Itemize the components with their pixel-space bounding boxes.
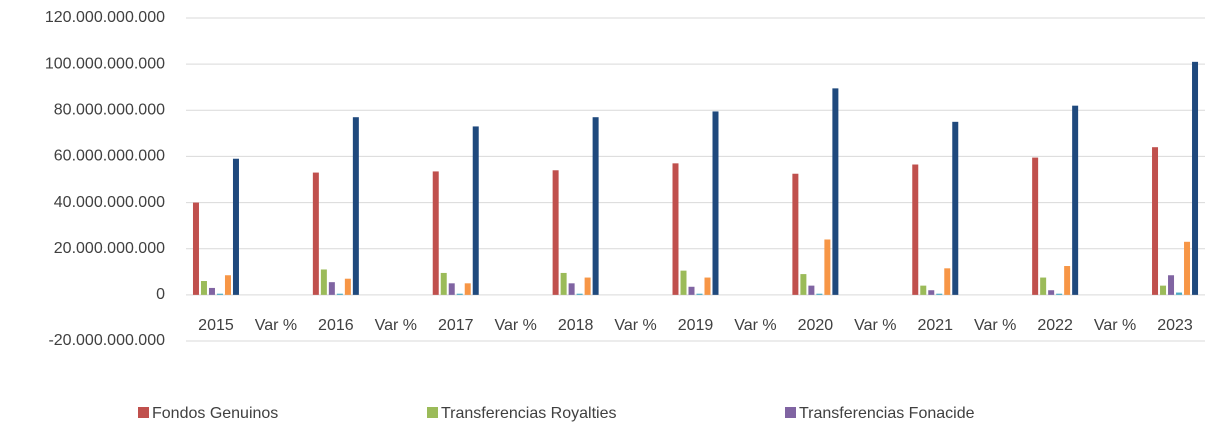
x-tick-label: Var %	[614, 317, 656, 334]
bar	[920, 285, 927, 295]
legend-swatch	[427, 407, 438, 418]
bar	[912, 164, 919, 295]
bar	[1056, 293, 1063, 295]
x-tick-label: 2023	[1157, 317, 1193, 334]
bar	[552, 170, 559, 295]
x-tick-label: Var %	[854, 317, 896, 334]
bar	[1168, 275, 1175, 295]
x-tick-label: Var %	[255, 317, 297, 334]
bar	[456, 293, 463, 295]
bar	[440, 272, 447, 295]
bar	[1048, 290, 1055, 295]
bar	[1072, 105, 1079, 295]
bar	[792, 173, 799, 295]
y-tick-label: 40.000.000.000	[54, 194, 165, 211]
legend-label: Transferencias Fonacide	[799, 405, 975, 422]
bar	[928, 290, 935, 295]
bar	[336, 293, 343, 295]
legend-swatch	[138, 407, 149, 418]
x-tick-label: Var %	[1094, 317, 1136, 334]
legend-swatch	[785, 407, 796, 418]
y-tick-label: 80.000.000.000	[54, 102, 165, 119]
x-tick-label: 2018	[558, 317, 594, 334]
y-tick-label: -20.000.000.000	[48, 332, 165, 349]
x-tick-label: Var %	[974, 317, 1016, 334]
bar	[704, 277, 711, 295]
bar	[816, 293, 823, 295]
legend-label: Transferencias Royalties	[441, 405, 616, 422]
bar	[232, 158, 239, 295]
bar	[1040, 277, 1047, 295]
bar	[200, 281, 207, 295]
bar	[432, 171, 439, 295]
x-tick-label: 2022	[1037, 317, 1073, 334]
bar	[576, 293, 583, 295]
bar	[592, 117, 599, 295]
bar	[584, 277, 591, 295]
bar	[448, 283, 455, 295]
bar	[944, 268, 951, 295]
x-tick-label: 2017	[438, 317, 474, 334]
bar	[712, 111, 719, 295]
bar	[672, 163, 679, 295]
bar	[192, 202, 199, 295]
bar	[216, 293, 223, 295]
x-tick-label: Var %	[375, 317, 417, 334]
y-tick-label: 100.000.000.000	[45, 55, 165, 72]
x-tick-label: 2016	[318, 317, 354, 334]
bar	[952, 121, 959, 295]
bar	[688, 286, 695, 295]
bar	[568, 283, 575, 295]
x-tick-label: 2021	[917, 317, 953, 334]
bar	[344, 278, 351, 295]
bar	[560, 272, 567, 295]
bar	[1160, 285, 1167, 295]
bar	[464, 283, 471, 295]
bar	[1032, 157, 1039, 295]
bar	[1176, 292, 1183, 295]
bar	[824, 239, 831, 295]
y-tick-label: 60.000.000.000	[54, 148, 165, 165]
y-tick-label: 0	[156, 286, 165, 303]
bar	[1064, 266, 1071, 295]
y-tick-label: 20.000.000.000	[54, 240, 165, 257]
bar	[208, 287, 215, 295]
x-tick-label: 2020	[798, 317, 834, 334]
y-tick-label: 120.000.000.000	[45, 9, 165, 26]
bar	[1152, 147, 1159, 295]
bar	[312, 172, 319, 295]
bar	[1192, 61, 1199, 295]
bar	[1184, 241, 1191, 295]
bar	[352, 117, 359, 295]
bar	[808, 285, 815, 295]
bar	[328, 282, 335, 295]
bar	[680, 270, 687, 295]
bar	[832, 88, 839, 295]
bar	[320, 269, 327, 295]
x-tick-label: Var %	[734, 317, 776, 334]
legend-label: Fondos Genuinos	[152, 405, 278, 422]
x-tick-label: 2019	[678, 317, 714, 334]
x-tick-label: 2015	[198, 317, 234, 334]
bar	[696, 293, 703, 295]
x-tick-label: Var %	[494, 317, 536, 334]
bar	[800, 274, 807, 295]
bar	[936, 293, 943, 295]
bar	[472, 126, 479, 295]
bar	[224, 275, 231, 295]
